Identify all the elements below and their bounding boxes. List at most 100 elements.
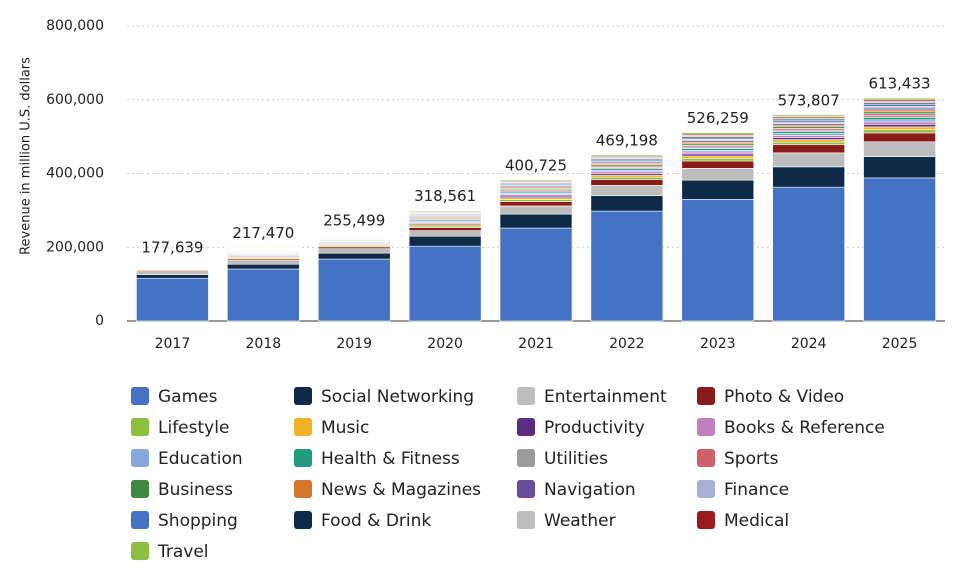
y-tick-label: 400,000: [46, 166, 104, 182]
total-label: 400,725: [505, 156, 567, 174]
legend-label: News & Magazines: [321, 480, 481, 500]
bar-segment: [863, 132, 936, 143]
legend-swatch: [131, 387, 149, 405]
y-tick-label: 200,000: [46, 239, 104, 255]
legend-swatch: [697, 511, 715, 529]
bar-segment: [681, 179, 755, 200]
bar-segment: [317, 248, 391, 254]
bar-segment: [681, 153, 755, 157]
bar-segment: [227, 268, 300, 322]
x-tick-label: 2020: [427, 336, 463, 352]
bar-segment: [772, 137, 845, 140]
legend-swatch: [294, 387, 312, 405]
legend-swatch: [131, 418, 149, 436]
bar-segment: [681, 199, 755, 322]
bar-segment: [408, 227, 482, 231]
legend-label: Health & Fitness: [321, 449, 460, 469]
y-tick-label: 800,000: [46, 18, 104, 34]
legend-label: Weather: [544, 511, 616, 531]
legend-label: Books & Reference: [724, 418, 885, 438]
total-label: 177,639: [141, 238, 203, 256]
bar-segment: [499, 205, 573, 215]
bar-segment: [772, 139, 845, 143]
legend-label: Lifestyle: [158, 418, 229, 438]
bar-segment: [136, 277, 209, 322]
legend-swatch: [697, 449, 715, 467]
y-tick-label: 600,000: [46, 92, 104, 108]
total-label: 613,433: [869, 75, 931, 93]
y-tick-label: 0: [95, 313, 104, 329]
legend-label: Music: [321, 418, 369, 438]
legend-swatch: [131, 449, 149, 467]
bar-segment: [590, 176, 664, 180]
bar-segment: [590, 174, 664, 178]
bar-segment: [681, 158, 755, 162]
bar-segment: [499, 179, 573, 182]
legend-label: Utilities: [544, 449, 608, 469]
bar-segment: [590, 179, 664, 186]
bar-segment: [590, 185, 664, 196]
legend-label: Sports: [724, 449, 779, 469]
total-label: 217,470: [232, 224, 294, 242]
bar-segment: [408, 245, 482, 322]
legend-swatch: [294, 480, 312, 498]
y-axis-label: Revenue in million U.S. dollars: [19, 57, 34, 255]
legend-label: Photo & Video: [724, 387, 844, 407]
legend-label: Games: [158, 387, 218, 407]
legend-label: Social Networking: [321, 387, 474, 407]
legend-label: Entertainment: [544, 387, 667, 407]
legend-label: Food & Drink: [321, 511, 431, 531]
total-label: 255,499: [323, 212, 385, 230]
bar-segment: [863, 97, 936, 101]
bar-segment: [772, 114, 845, 117]
bar-segment: [590, 195, 664, 212]
bar-segment: [408, 230, 482, 237]
bar-segment: [681, 168, 755, 181]
bar-segment: [772, 144, 845, 154]
bar-segment: [863, 177, 936, 322]
legend-swatch: [294, 449, 312, 467]
x-tick-label: 2017: [155, 336, 191, 352]
legend-swatch: [697, 387, 715, 405]
legend-swatch: [131, 511, 149, 529]
x-tick-label: 2018: [246, 336, 282, 352]
legend-swatch: [517, 511, 535, 529]
bar-segment: [590, 154, 664, 157]
bar-segment: [136, 271, 209, 275]
legend-label: Travel: [157, 542, 209, 562]
bar-segment: [227, 263, 300, 270]
bar-segment: [408, 235, 482, 247]
total-label: 573,807: [778, 92, 840, 110]
bar-segment: [681, 155, 755, 159]
bar-segment: [863, 126, 936, 131]
legend-swatch: [294, 418, 312, 436]
legend-swatch: [517, 449, 535, 467]
bar-segment: [863, 117, 936, 121]
legend-label: Education: [158, 449, 243, 469]
legend-swatch: [517, 480, 535, 498]
legend-swatch: [517, 418, 535, 436]
bar-segment: [499, 213, 573, 229]
bar-segment: [317, 252, 391, 260]
legend-label: Finance: [724, 480, 789, 500]
total-label: 469,198: [596, 132, 658, 150]
legend-label: Navigation: [544, 480, 636, 500]
bar-segment: [408, 210, 482, 212]
legend-swatch: [131, 480, 149, 498]
x-tick-label: 2025: [882, 336, 918, 352]
legend-swatch: [697, 480, 715, 498]
bar-segment: [863, 156, 936, 179]
bar-segment: [772, 152, 845, 168]
bar-segment: [227, 246, 300, 249]
total-label: 526,259: [687, 109, 749, 127]
x-tick-label: 2022: [609, 336, 645, 352]
bar-segment: [136, 274, 209, 279]
bar-segment: [499, 201, 573, 207]
bar-segment: [227, 260, 300, 265]
bar-segment: [863, 121, 936, 125]
legend-swatch: [131, 542, 149, 560]
total-label: 318,561: [414, 187, 476, 205]
bar-segment: [681, 132, 755, 135]
bar-segment: [317, 258, 391, 322]
